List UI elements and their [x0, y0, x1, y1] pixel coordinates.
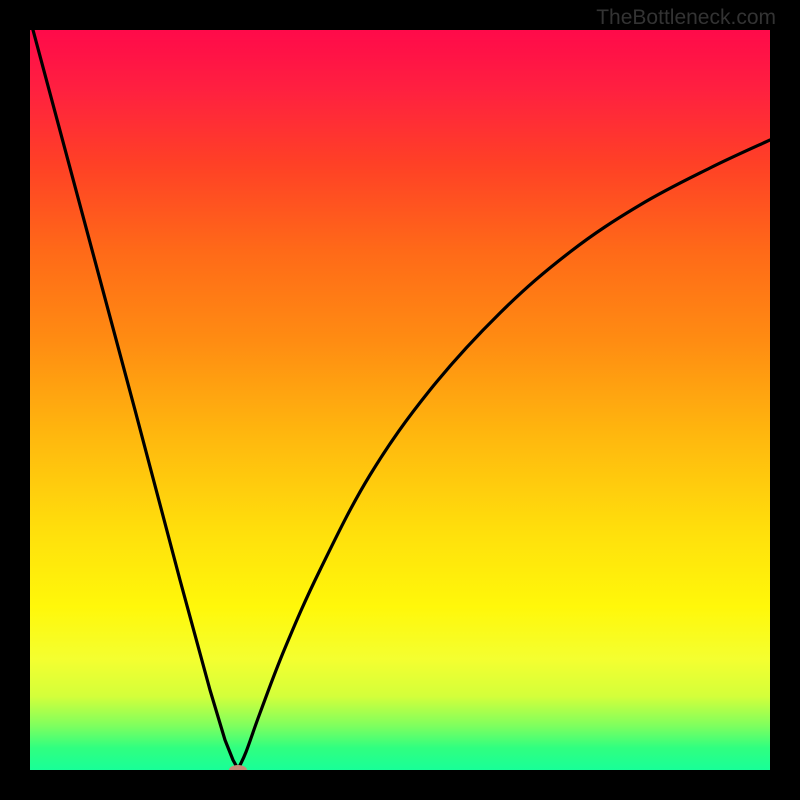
watermark-text: TheBottleneck.com — [596, 6, 776, 30]
curve-layer — [30, 30, 770, 770]
curve-right-branch — [238, 140, 770, 769]
optimum-marker — [229, 765, 247, 770]
curve-left-branch — [33, 30, 238, 769]
plot-area — [30, 30, 770, 770]
chart-stage: TheBottleneck.com — [0, 0, 800, 800]
